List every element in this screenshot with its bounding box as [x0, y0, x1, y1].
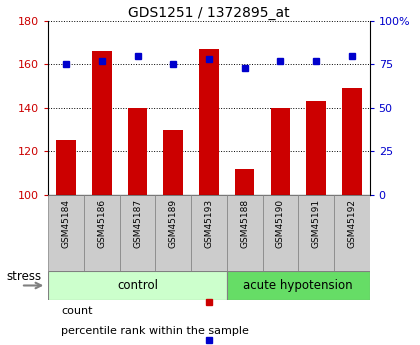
Text: percentile rank within the sample: percentile rank within the sample [61, 326, 249, 336]
Bar [342, 88, 362, 195]
Text: GSM45189: GSM45189 [169, 199, 178, 248]
Bar [227, 195, 262, 271]
Text: GSM45184: GSM45184 [62, 199, 71, 248]
Bar [199, 49, 219, 195]
Text: GSM45190: GSM45190 [276, 199, 285, 248]
Bar [270, 108, 290, 195]
Text: stress: stress [7, 270, 42, 283]
Bar [191, 195, 227, 271]
Text: acute hypotension: acute hypotension [243, 279, 353, 292]
Text: GSM45191: GSM45191 [312, 199, 320, 248]
Text: GSM45187: GSM45187 [133, 199, 142, 248]
Text: GSM45186: GSM45186 [97, 199, 106, 248]
Text: GSM45192: GSM45192 [347, 199, 356, 248]
Bar [92, 51, 112, 195]
Bar [298, 195, 334, 271]
Bar [227, 271, 370, 300]
Bar [84, 195, 120, 271]
Bar [262, 195, 298, 271]
Bar [163, 130, 183, 195]
Bar [235, 169, 255, 195]
Text: control: control [117, 279, 158, 292]
Text: count: count [61, 306, 93, 315]
Bar [120, 195, 155, 271]
Bar [128, 108, 147, 195]
Text: GSM45193: GSM45193 [205, 199, 213, 248]
Title: GDS1251 / 1372895_at: GDS1251 / 1372895_at [128, 6, 290, 20]
Text: GSM45188: GSM45188 [240, 199, 249, 248]
Bar [334, 195, 370, 271]
Bar [306, 101, 326, 195]
Bar [48, 271, 227, 300]
Bar [48, 195, 84, 271]
Bar [56, 140, 76, 195]
Bar [155, 195, 191, 271]
